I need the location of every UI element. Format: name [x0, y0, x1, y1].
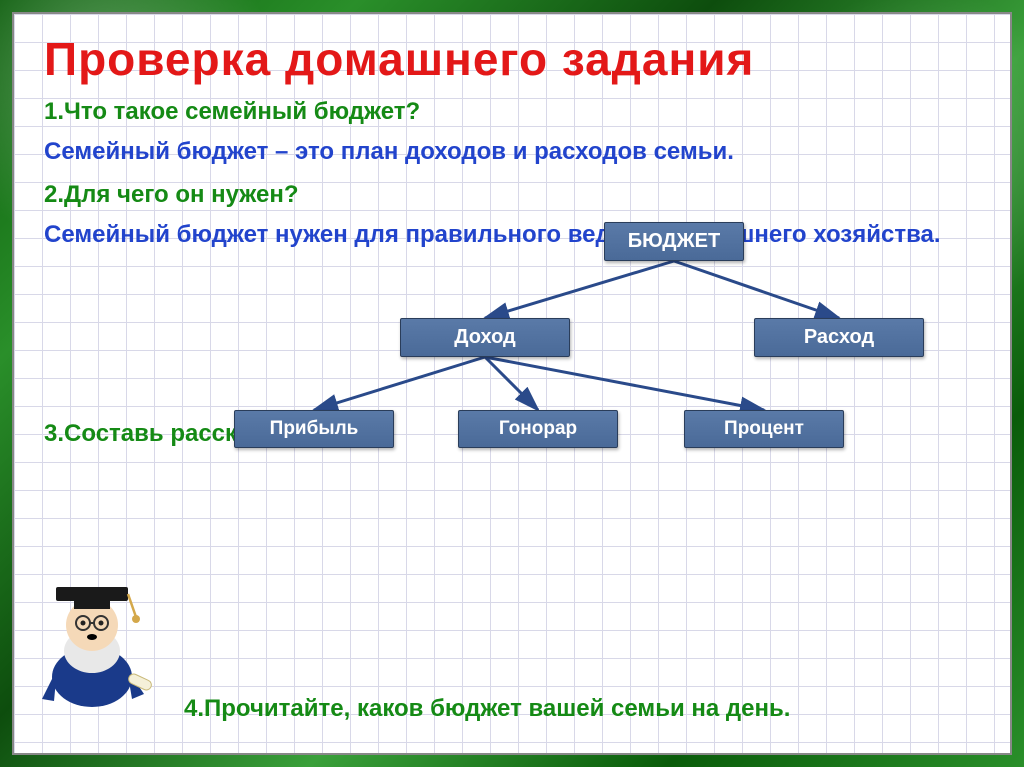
page-title: Проверка домашнего задания [44, 32, 980, 86]
diagram-edge [314, 357, 485, 410]
answer-1: Семейный бюджет – это план доходов и рас… [44, 136, 980, 168]
diagram-edge [674, 261, 839, 318]
leaf-border: Проверка домашнего задания 1.Что такое с… [0, 0, 1024, 767]
question-1: 1.Что такое семейный бюджет? [44, 96, 980, 128]
diagram-edge [485, 357, 538, 410]
question-2: 2.Для чего он нужен? [44, 179, 980, 211]
diagram-node-fee: Гонорар [458, 410, 618, 448]
diagram-edge [485, 357, 764, 410]
professor-mascot-icon [32, 559, 152, 709]
slide-stage: Проверка домашнего задания 1.Что такое с… [12, 12, 1012, 755]
budget-diagram: БЮДЖЕТ Доход Расход Прибыль Гонорар Процент [44, 222, 980, 482]
diagram-node-percent: Процент [684, 410, 844, 448]
question-4: 4.Прочитайте, каков бюджет вашей семьи н… [184, 695, 790, 723]
diagram-node-income: Доход [400, 318, 570, 357]
diagram-node-profit: Прибыль [234, 410, 394, 448]
diagram-node-expense: Расход [754, 318, 924, 357]
diagram-edge [485, 261, 674, 318]
diagram-node-budget: БЮДЖЕТ [604, 222, 744, 261]
